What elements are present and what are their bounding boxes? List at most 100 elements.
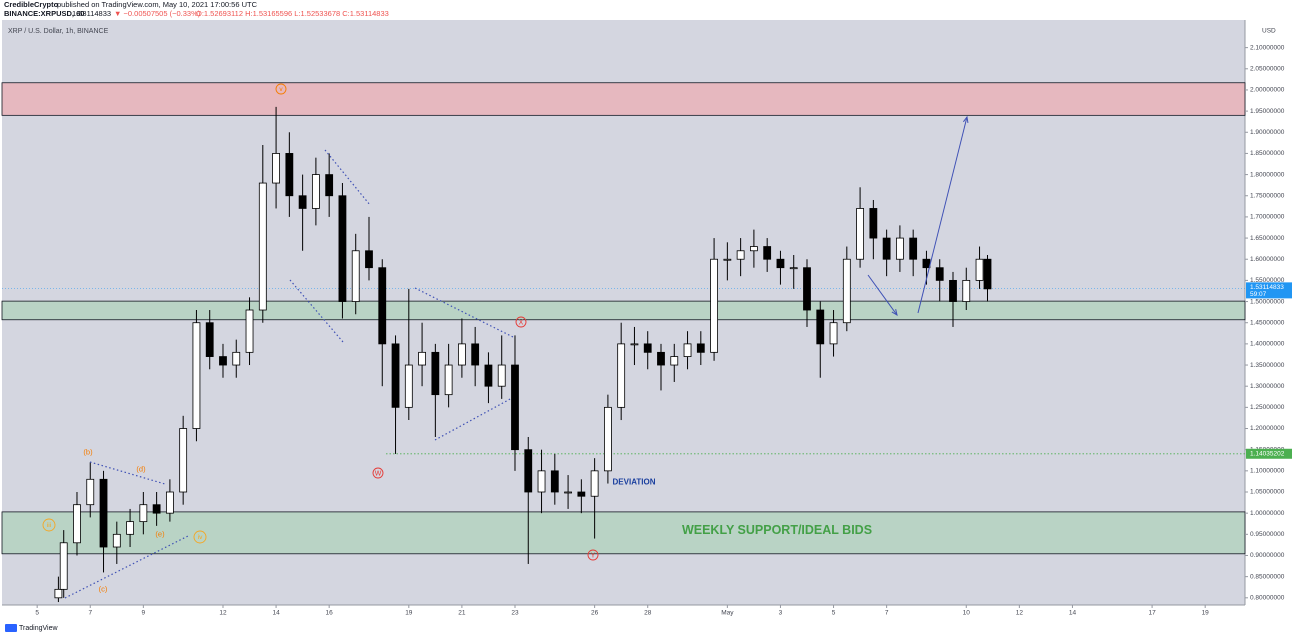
candle-body [670, 356, 679, 366]
candle-body [842, 258, 851, 324]
candle-body [298, 195, 307, 209]
candle-body [205, 322, 214, 357]
candle-body [803, 267, 811, 311]
y-tick-label: 0.90000000 [1250, 552, 1285, 559]
y-tick-label: 1.70000000 [1250, 214, 1285, 221]
candle-body [683, 343, 692, 357]
x-tick-label: 17 [1148, 610, 1156, 617]
y-tick-label: 1.80000000 [1250, 171, 1285, 178]
candle-body [511, 364, 519, 451]
y-tick-label: 1.75000000 [1250, 192, 1285, 199]
candle-body [285, 153, 294, 197]
trend-line [434, 397, 513, 441]
change: ▼ −0.00507505 (−0.33%) [114, 9, 201, 18]
annotation: W [375, 470, 382, 477]
x-tick-label: 19 [1202, 610, 1210, 617]
x-tick-label: 5 [832, 610, 836, 617]
annotation: (d) [136, 464, 146, 473]
candle-body [311, 174, 320, 209]
annotation-circle [587, 549, 599, 561]
candle-body [882, 237, 891, 260]
y-tick-label: 1.85000000 [1250, 150, 1285, 157]
annotation: Y [591, 552, 596, 559]
candle-body [776, 258, 785, 269]
x-tick-label: 16 [326, 610, 334, 617]
candle-body [365, 250, 373, 269]
annotation-circle [515, 316, 527, 328]
candle-body [723, 258, 732, 261]
candle-body [829, 322, 838, 345]
y-tick-label: 1.05000000 [1250, 489, 1285, 496]
y-tick-label: 1.65000000 [1250, 235, 1285, 242]
x-tick-label: 14 [1069, 610, 1077, 617]
candle-body [922, 258, 931, 269]
candle-body [232, 351, 241, 366]
x-tick-label: 10 [963, 610, 971, 617]
last-price-tag [1246, 282, 1292, 299]
y-tick-label: 1.55000000 [1250, 277, 1285, 284]
y-tick-label: 1.90000000 [1250, 129, 1285, 136]
y-tick-label: 1.45000000 [1250, 319, 1285, 326]
candle-body [126, 521, 134, 535]
trend-line [289, 279, 344, 343]
y-tick-label: 0.85000000 [1250, 573, 1285, 580]
candle-body [949, 279, 957, 302]
currency: USD [1262, 28, 1276, 35]
candle-body [564, 491, 572, 494]
y-tick-label: 1.20000000 [1250, 425, 1285, 432]
arrow-head [962, 115, 969, 124]
candle-body [524, 449, 533, 493]
candle-body [192, 322, 201, 429]
candle-body [404, 364, 413, 408]
countdown: 59:07 [1250, 291, 1267, 298]
arrow-head [891, 309, 898, 317]
candle-body [983, 258, 992, 290]
x-tick-label: 7 [88, 610, 92, 617]
candle-body [577, 491, 586, 497]
annotation-circle [372, 467, 384, 479]
candle-body [617, 343, 626, 408]
candle-body [550, 470, 559, 493]
candle-body [657, 351, 665, 366]
x-tick-label: 14 [272, 610, 280, 617]
candle-body [484, 364, 493, 387]
candle-body [497, 364, 506, 387]
y-tick-label: 1.35000000 [1250, 362, 1285, 369]
candle-body [736, 250, 745, 260]
zone [1, 82, 1246, 116]
candle-body [59, 542, 68, 590]
y-tick-label: 1.50000000 [1250, 298, 1285, 305]
candle-body [54, 588, 63, 599]
candle-body [869, 208, 878, 239]
candle-body [789, 267, 798, 270]
candle-body [444, 364, 453, 396]
y-tick-label: 2.00000000 [1250, 87, 1285, 94]
annotation: X [519, 319, 524, 326]
trend-line [414, 287, 516, 339]
annotation-circle [275, 83, 287, 95]
x-tick-label: 12 [219, 610, 227, 617]
candle-body [630, 343, 639, 346]
candle-body [245, 309, 254, 353]
chart-title: XRP / U.S. Dollar, 1h, BINANCE [8, 28, 109, 35]
published: published on TradingView.com, May 10, 20… [57, 0, 258, 9]
annotation-circle [193, 530, 207, 544]
y-tick-label: 1.30000000 [1250, 383, 1285, 390]
candle-body [696, 343, 705, 353]
candle-body [112, 533, 121, 548]
last-quote: 1.53114833 [72, 9, 111, 18]
y-tick-label: 0.80000000 [1250, 595, 1285, 602]
annotation: v [279, 86, 283, 93]
x-tick-label: 9 [142, 610, 146, 617]
x-tick-label: 3 [779, 610, 783, 617]
y-tick-label: 1.40000000 [1250, 341, 1285, 348]
annotation: WEEKLY SUPPORT/IDEAL BIDS [682, 523, 872, 537]
annotation: iv [198, 534, 203, 541]
annotation: (c) [99, 584, 108, 593]
y-tick-label: 1.60000000 [1250, 256, 1285, 263]
x-tick-label: May [721, 610, 734, 617]
y-tick-label: 1.95000000 [1250, 108, 1285, 115]
x-tick-label: 19 [405, 610, 413, 617]
candle-body [962, 279, 971, 302]
